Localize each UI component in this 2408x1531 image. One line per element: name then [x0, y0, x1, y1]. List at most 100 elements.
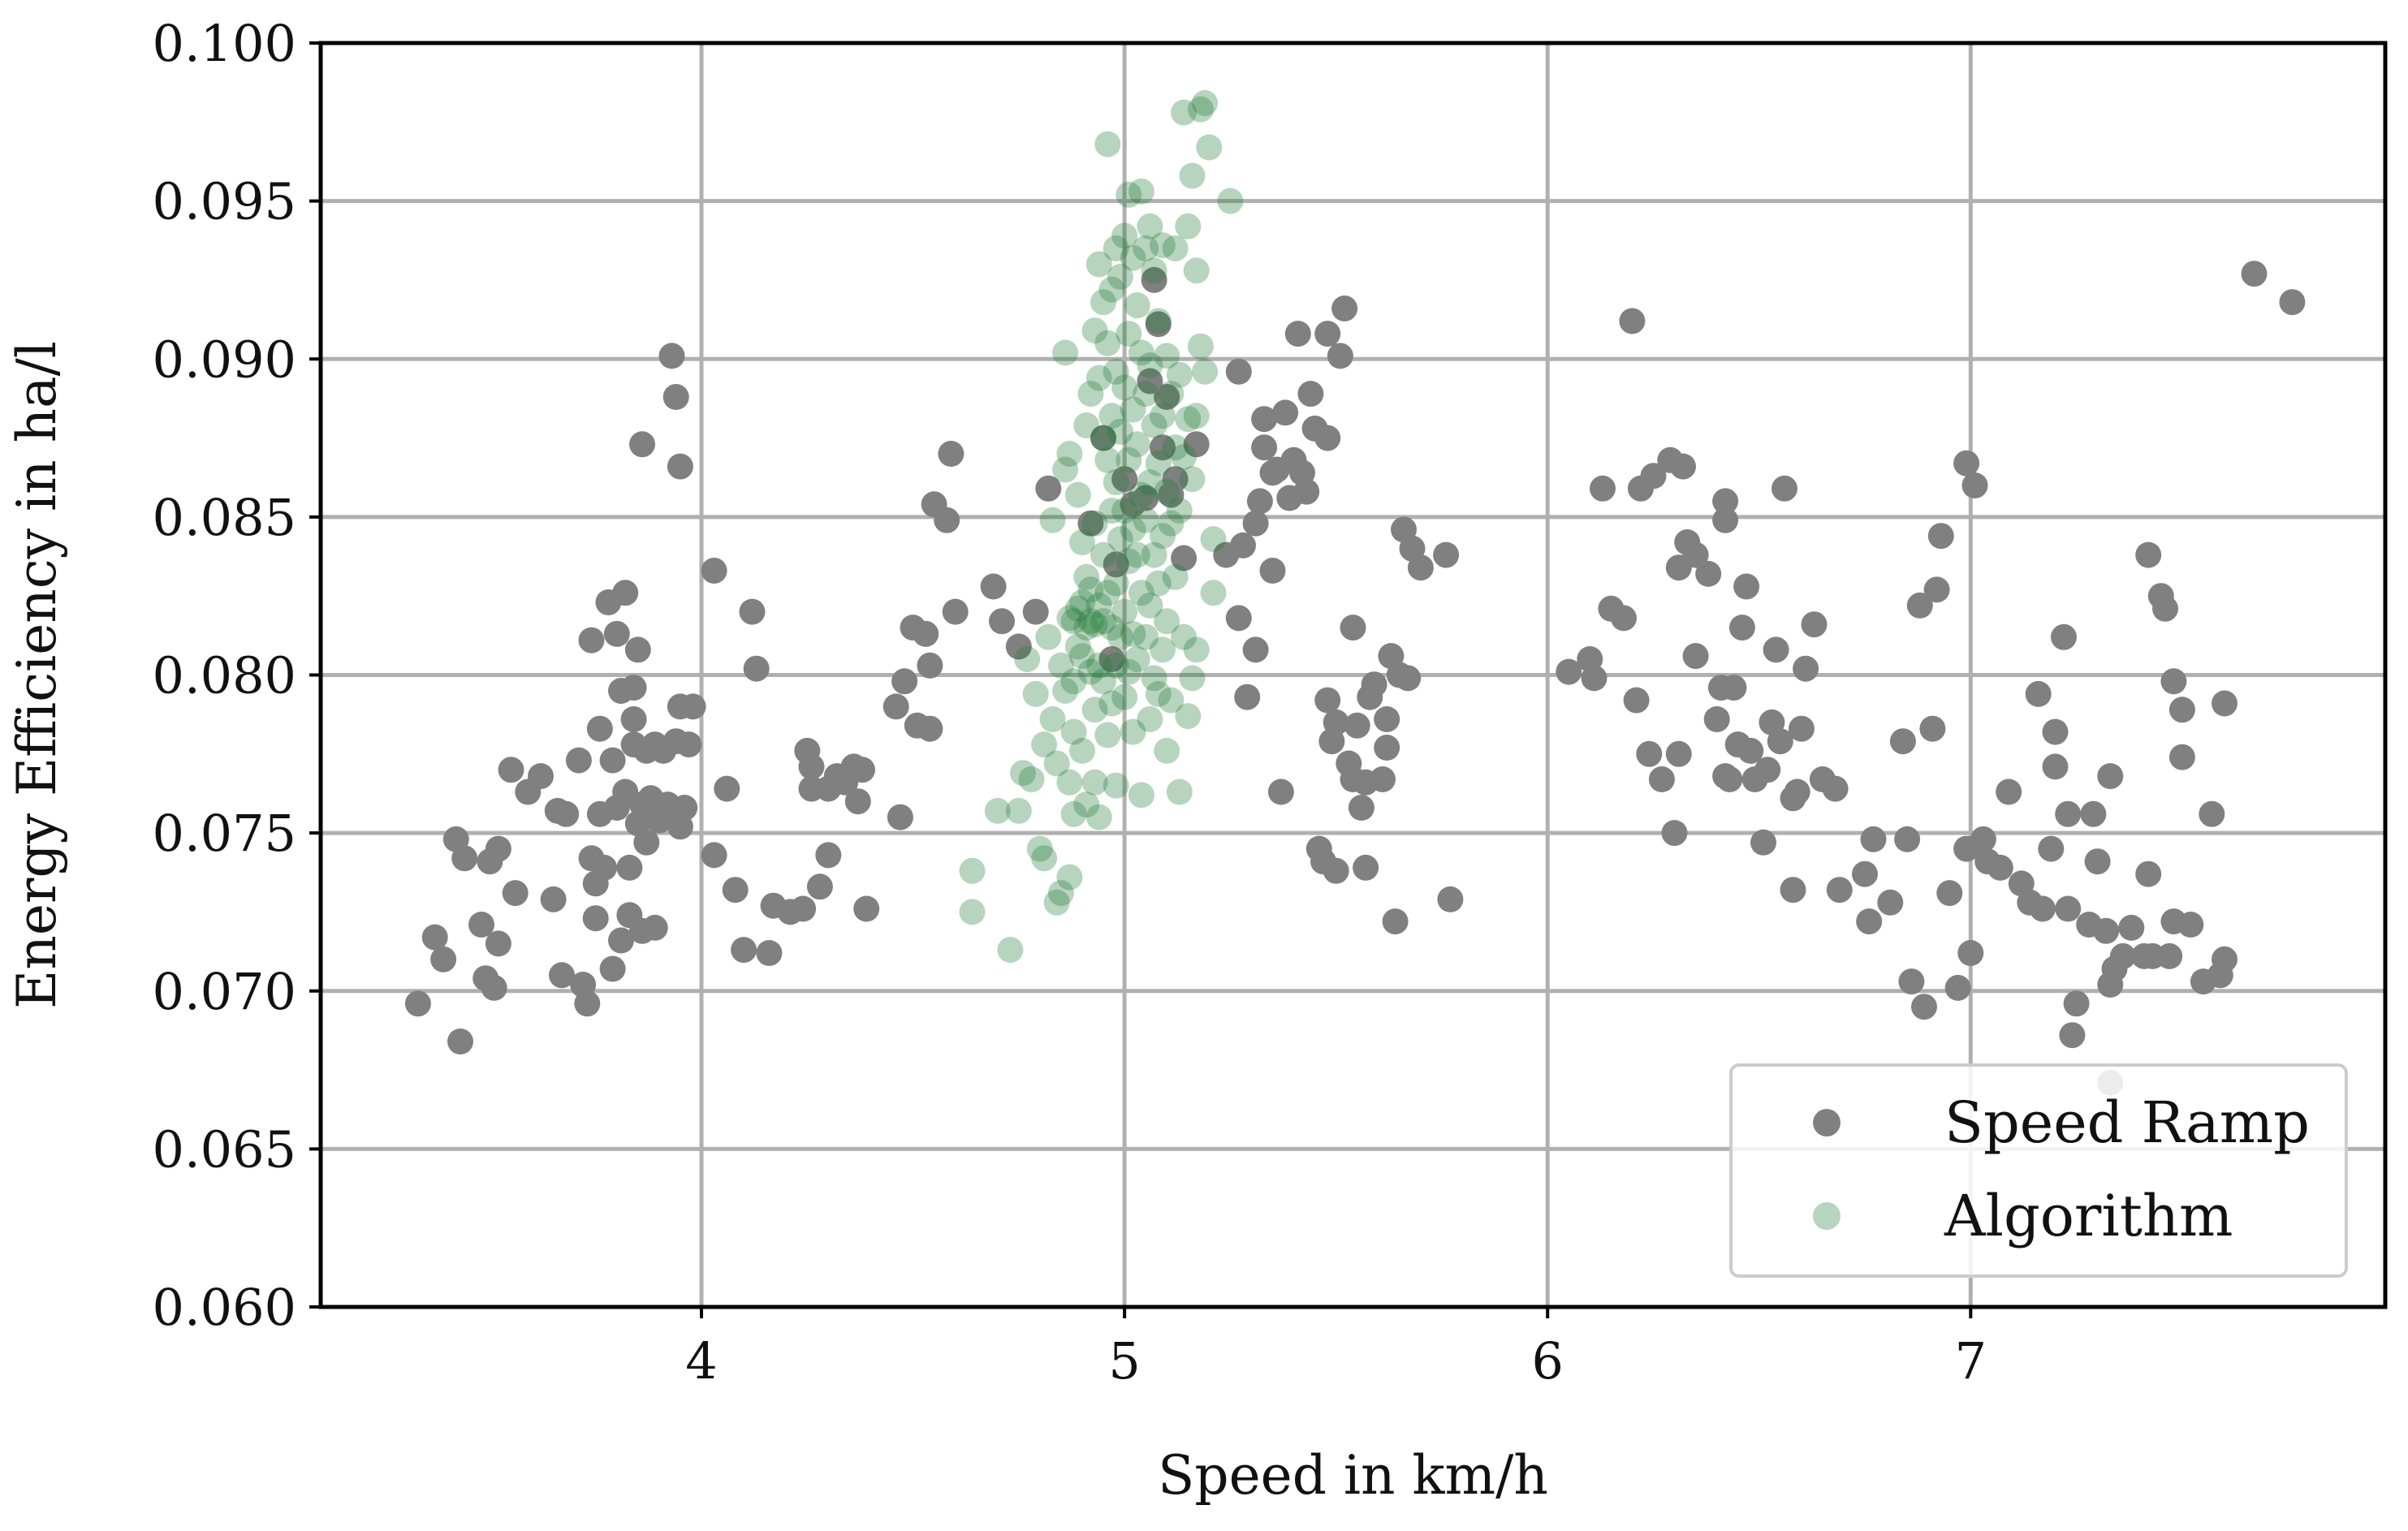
data-point: [731, 937, 757, 964]
data-point: [612, 580, 639, 606]
data-point: [1039, 706, 1066, 732]
x-tick-label: 4: [685, 1331, 717, 1391]
data-point: [540, 886, 567, 912]
data-point: [984, 797, 1011, 824]
data-point: [1137, 368, 1163, 395]
data-point: [938, 441, 964, 467]
data-point: [1010, 760, 1036, 787]
data-point: [1081, 317, 1108, 344]
data-point: [1898, 968, 1925, 995]
data-point: [2038, 835, 2065, 862]
data-point: [1085, 652, 1112, 679]
data-point: [701, 842, 727, 869]
data-point: [1293, 478, 1320, 505]
data-point: [997, 937, 1024, 964]
data-point: [1395, 665, 1422, 692]
data-point: [633, 829, 660, 856]
data-point: [1183, 257, 1210, 284]
data-point: [675, 731, 702, 758]
data-point: [1145, 680, 1172, 707]
data-point: [603, 620, 630, 647]
data-point: [1154, 384, 1180, 410]
data-point: [887, 804, 913, 830]
data-point: [853, 895, 880, 922]
data-point: [1712, 488, 1739, 515]
data-point: [667, 453, 693, 480]
data-point: [1031, 731, 1058, 758]
series-layer: [404, 90, 2306, 1096]
data-point: [1047, 880, 1074, 907]
data-point: [1374, 706, 1400, 732]
data-point: [1116, 181, 1142, 208]
data-point: [1056, 441, 1083, 467]
y-tick-label: 0.065: [153, 1119, 297, 1179]
legend-label-speed-ramp: Speed Ramp: [1944, 1089, 2310, 1156]
data-point: [1090, 541, 1116, 568]
data-point: [1259, 558, 1286, 584]
data-point: [1187, 333, 1214, 360]
data-point: [1137, 592, 1163, 619]
data-point: [722, 877, 749, 904]
data-point: [1137, 352, 1163, 378]
data-point: [1111, 498, 1138, 524]
data-point: [1116, 446, 1142, 473]
data-point: [2109, 942, 2136, 969]
data-point: [1090, 425, 1116, 451]
data-point: [1162, 466, 1189, 493]
data-point: [1640, 463, 1667, 489]
data-point: [1737, 737, 1764, 764]
data-point: [1314, 321, 1341, 347]
data-point: [1370, 766, 1396, 792]
data-point: [1120, 516, 1146, 543]
data-point: [620, 675, 647, 701]
data-point: [1111, 598, 1138, 625]
data-point: [1894, 826, 1921, 852]
data-point: [1124, 292, 1150, 319]
data-point: [1077, 381, 1104, 408]
data-point: [1162, 434, 1189, 461]
data-point: [1133, 485, 1159, 511]
data-point: [1763, 636, 1789, 663]
data-point: [1996, 778, 2022, 805]
data-point: [1150, 232, 1176, 259]
legend-marker-speed-ramp: [1813, 1109, 1841, 1136]
x-tick-label: 6: [1531, 1331, 1563, 1391]
data-point: [1154, 343, 1180, 369]
data-point: [2152, 595, 2178, 622]
data-point: [1120, 620, 1146, 647]
data-point: [1141, 665, 1167, 692]
data-point: [1192, 90, 1219, 116]
data-point: [1085, 251, 1112, 278]
data-point: [1060, 718, 1087, 745]
data-point: [1133, 623, 1159, 650]
data-point: [1822, 775, 1849, 802]
data-point: [1120, 718, 1146, 745]
data-point: [1297, 381, 1324, 408]
data-point: [1171, 545, 1198, 571]
data-point: [1145, 570, 1172, 597]
data-point: [1150, 434, 1176, 461]
data-point: [1073, 615, 1100, 641]
data-point: [624, 636, 651, 663]
data-point: [1150, 636, 1176, 663]
data-point: [1103, 570, 1129, 597]
data-point: [1073, 412, 1100, 438]
data-point: [1090, 289, 1116, 316]
data-point: [1665, 740, 1692, 767]
data-point: [1103, 469, 1129, 496]
data-point: [1145, 308, 1172, 334]
y-tick-label: 0.070: [153, 962, 297, 1021]
data-point: [578, 627, 605, 653]
data-point: [1590, 475, 1616, 502]
data-point: [1031, 845, 1058, 872]
data-point: [1158, 510, 1185, 537]
data-point: [1022, 598, 1049, 625]
data-point: [1801, 611, 1828, 638]
data-point: [1103, 235, 1129, 261]
data-point: [739, 598, 766, 625]
data-point: [1953, 450, 1980, 477]
y-tick-label: 0.090: [153, 330, 297, 389]
data-point: [1331, 295, 1358, 321]
data-point: [1035, 475, 1062, 502]
